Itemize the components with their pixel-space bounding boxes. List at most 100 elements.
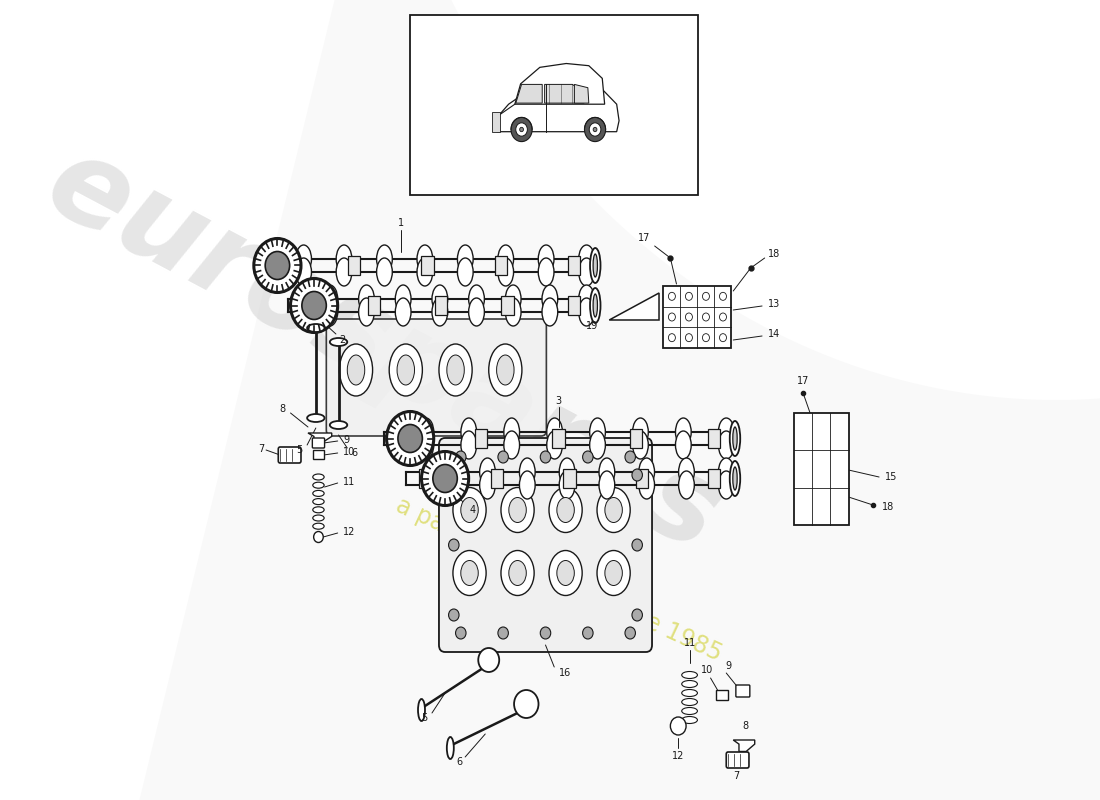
Ellipse shape: [395, 285, 411, 313]
Ellipse shape: [593, 254, 597, 277]
Bar: [495, 256, 507, 275]
Ellipse shape: [469, 285, 484, 313]
Circle shape: [455, 451, 466, 463]
PathPatch shape: [140, 0, 1100, 800]
Circle shape: [631, 539, 642, 551]
Ellipse shape: [330, 338, 348, 346]
Ellipse shape: [322, 298, 338, 326]
Circle shape: [540, 451, 551, 463]
Text: 17: 17: [796, 376, 810, 386]
Ellipse shape: [733, 427, 737, 450]
Ellipse shape: [590, 418, 605, 446]
Ellipse shape: [453, 487, 486, 533]
Ellipse shape: [632, 431, 648, 459]
Ellipse shape: [312, 482, 324, 488]
FancyBboxPatch shape: [312, 438, 324, 448]
Ellipse shape: [498, 258, 514, 286]
Circle shape: [590, 123, 601, 136]
Ellipse shape: [542, 298, 558, 326]
Ellipse shape: [439, 344, 472, 396]
Circle shape: [254, 238, 301, 293]
Ellipse shape: [296, 245, 311, 273]
Ellipse shape: [679, 458, 694, 486]
Circle shape: [719, 334, 726, 342]
Bar: [563, 469, 575, 488]
Circle shape: [685, 292, 692, 300]
Text: 19: 19: [585, 321, 598, 331]
Circle shape: [631, 469, 642, 481]
Text: 1: 1: [398, 218, 405, 228]
Text: 8: 8: [279, 404, 285, 414]
Text: 14: 14: [768, 329, 780, 339]
Ellipse shape: [312, 498, 324, 505]
Ellipse shape: [597, 550, 630, 595]
Bar: [419, 469, 431, 488]
Circle shape: [449, 469, 459, 481]
Ellipse shape: [389, 344, 422, 396]
Ellipse shape: [496, 355, 514, 385]
Bar: [314, 450, 323, 459]
Ellipse shape: [312, 490, 324, 496]
Bar: [794, 413, 848, 525]
Text: 10: 10: [701, 665, 713, 675]
Bar: [301, 296, 314, 315]
Circle shape: [433, 465, 458, 493]
Circle shape: [703, 292, 710, 300]
Ellipse shape: [579, 285, 594, 313]
Ellipse shape: [458, 258, 473, 286]
FancyBboxPatch shape: [726, 752, 749, 768]
Ellipse shape: [340, 344, 373, 396]
Ellipse shape: [440, 458, 455, 486]
Text: 9: 9: [725, 661, 732, 671]
Ellipse shape: [632, 418, 648, 446]
Ellipse shape: [461, 561, 478, 586]
Circle shape: [703, 313, 710, 321]
Ellipse shape: [505, 285, 521, 313]
Circle shape: [314, 531, 323, 542]
Ellipse shape: [600, 458, 615, 486]
Ellipse shape: [600, 471, 615, 499]
Text: 15: 15: [886, 472, 898, 482]
Circle shape: [583, 627, 593, 639]
Circle shape: [583, 451, 593, 463]
Ellipse shape: [538, 245, 554, 273]
Ellipse shape: [500, 550, 535, 595]
Text: 4: 4: [470, 505, 476, 515]
Ellipse shape: [488, 344, 521, 396]
Bar: [663, 286, 732, 348]
Ellipse shape: [417, 258, 432, 286]
Polygon shape: [516, 84, 542, 103]
Polygon shape: [496, 80, 619, 132]
Bar: [552, 429, 564, 448]
Circle shape: [455, 627, 466, 639]
Ellipse shape: [461, 431, 476, 459]
Ellipse shape: [718, 471, 734, 499]
Circle shape: [398, 425, 422, 453]
Circle shape: [498, 451, 508, 463]
Ellipse shape: [440, 471, 455, 499]
FancyBboxPatch shape: [327, 319, 547, 436]
Ellipse shape: [579, 258, 594, 286]
Ellipse shape: [559, 471, 575, 499]
Bar: [708, 429, 720, 448]
Ellipse shape: [504, 431, 519, 459]
Circle shape: [719, 292, 726, 300]
Ellipse shape: [547, 418, 562, 446]
Ellipse shape: [538, 258, 554, 286]
Ellipse shape: [461, 498, 478, 522]
Ellipse shape: [312, 515, 324, 521]
Ellipse shape: [432, 298, 448, 326]
Ellipse shape: [480, 458, 495, 486]
Ellipse shape: [682, 698, 697, 706]
Ellipse shape: [597, 487, 630, 533]
Text: 8: 8: [742, 721, 748, 731]
Ellipse shape: [542, 285, 558, 313]
Circle shape: [519, 127, 524, 132]
Ellipse shape: [682, 681, 697, 687]
Circle shape: [421, 451, 469, 506]
Ellipse shape: [682, 707, 697, 714]
Ellipse shape: [498, 245, 514, 273]
Ellipse shape: [718, 458, 734, 486]
Circle shape: [265, 251, 289, 279]
Text: eurospares: eurospares: [28, 124, 740, 576]
